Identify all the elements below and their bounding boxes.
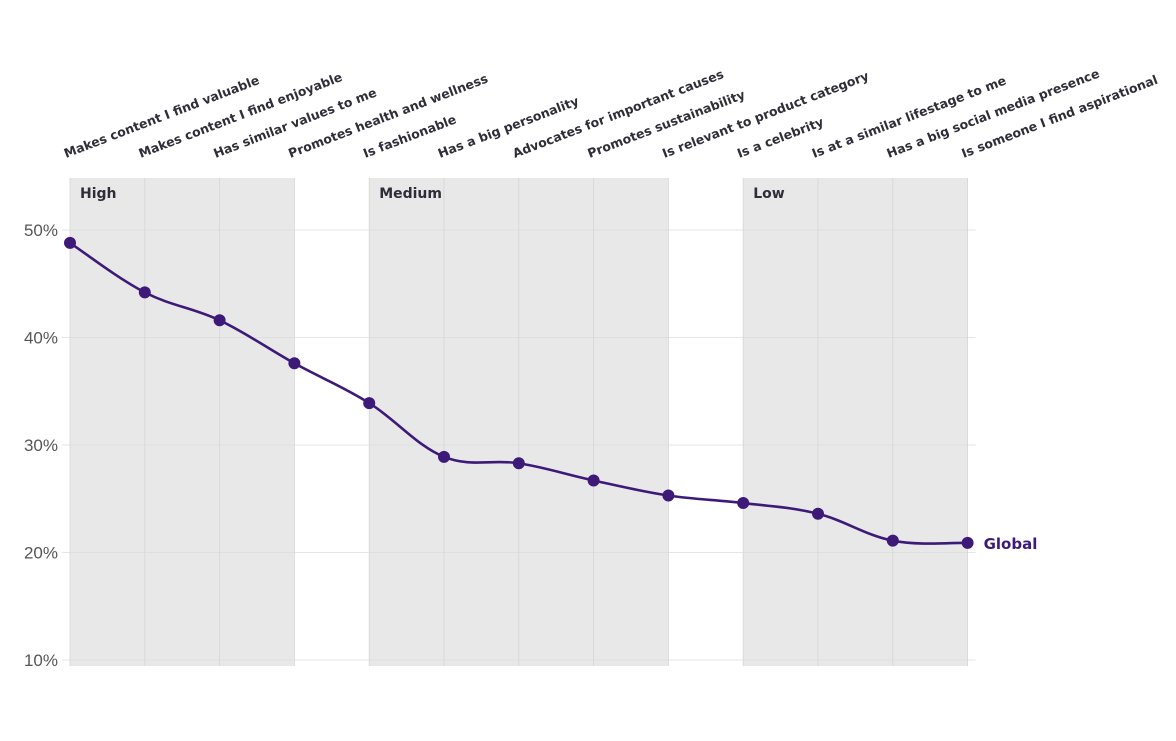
- series-label: Global: [984, 535, 1038, 553]
- series-global: Global: [64, 236, 1038, 553]
- y-tick-label: 20%: [24, 544, 58, 563]
- data-point: [662, 489, 675, 502]
- data-point: [886, 534, 899, 547]
- band-label-low: Low: [753, 186, 785, 202]
- data-point: [138, 286, 151, 299]
- y-tick-label: 10%: [24, 651, 58, 670]
- data-point: [587, 474, 600, 487]
- data-point: [812, 507, 824, 520]
- band-label-high: High: [80, 186, 117, 202]
- y-tick-label: 30%: [24, 436, 58, 455]
- x-category-label: Has a big personality: [436, 93, 581, 161]
- band-low: [743, 178, 968, 666]
- data-point: [64, 236, 76, 249]
- gridlines: [62, 178, 976, 666]
- data-point: [288, 357, 301, 370]
- band-label-medium: Medium: [379, 186, 442, 202]
- data-point: [512, 457, 525, 470]
- band-high: [70, 178, 295, 666]
- data-point: [213, 314, 226, 327]
- y-axis-ticks: 10% 20% 30% 40% 50%: [24, 221, 58, 670]
- data-point: [737, 497, 750, 510]
- data-point: [961, 536, 974, 549]
- y-tick-label: 40%: [24, 329, 58, 348]
- data-point: [438, 450, 450, 463]
- data-point: [363, 397, 376, 410]
- y-tick-label: 50%: [24, 221, 58, 240]
